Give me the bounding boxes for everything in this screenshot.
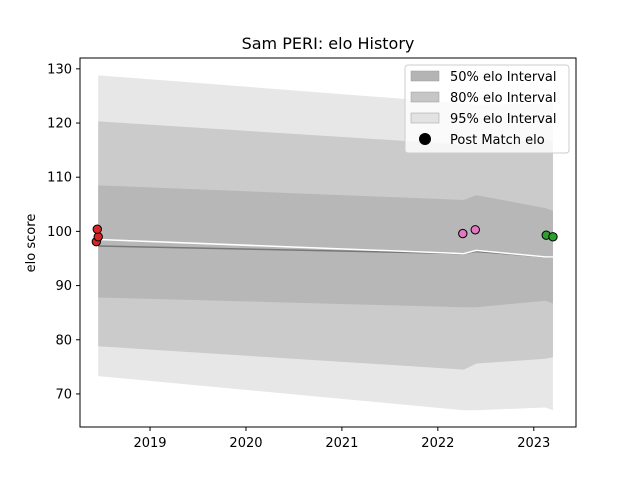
x-tick-label: 2021 (325, 436, 358, 451)
plot-frame (79, 57, 577, 428)
post-match-point (458, 228, 468, 239)
band50-area (98, 185, 553, 308)
x-tick-label: 2022 (421, 436, 454, 451)
post-match-point (93, 232, 103, 242)
legend-label-80: 80% elo Interval (450, 91, 557, 106)
x-tick-label: 2020 (229, 436, 262, 451)
y-tick-label: 130 (47, 62, 72, 77)
legend-label-points: Post Match elo (450, 133, 545, 148)
legend-marker-points (419, 133, 431, 145)
legend-box (404, 64, 570, 154)
interval-bands (98, 75, 553, 411)
legend-label-50: 50% elo Interval (450, 70, 557, 85)
post-match-point (548, 232, 558, 242)
elo-lines (98, 238, 553, 258)
x-tick-label: 2023 (517, 436, 550, 451)
y-tick-label: 100 (47, 225, 72, 240)
y-axis-label: elo score (24, 214, 39, 273)
post-match-point (470, 225, 480, 235)
chart-title: Sam PERI: elo History (242, 34, 415, 53)
legend: 50% elo Interval 80% elo Interval 95% el… (404, 64, 570, 154)
post-match-point (92, 224, 102, 234)
expected-elo-line (98, 238, 553, 258)
legend-swatch-95 (410, 112, 440, 124)
y-tick-label: 110 (47, 171, 72, 186)
legend-swatch-50 (410, 70, 440, 82)
legend-label-95: 95% elo Interval (450, 112, 557, 127)
post-match-points (91, 224, 558, 247)
y-tick-label: 120 (47, 117, 72, 132)
y-tick-label: 90 (55, 279, 72, 294)
y-tick-label: 80 (55, 333, 72, 348)
legend-swatch-80 (410, 91, 440, 103)
y-axis-ticks: 70 80 90 100 110 120 130 (47, 62, 80, 402)
y-tick-label: 70 (55, 387, 72, 402)
x-tick-label: 2019 (133, 436, 166, 451)
x-axis-ticks: 2019 2020 2021 2022 2023 (133, 427, 550, 451)
